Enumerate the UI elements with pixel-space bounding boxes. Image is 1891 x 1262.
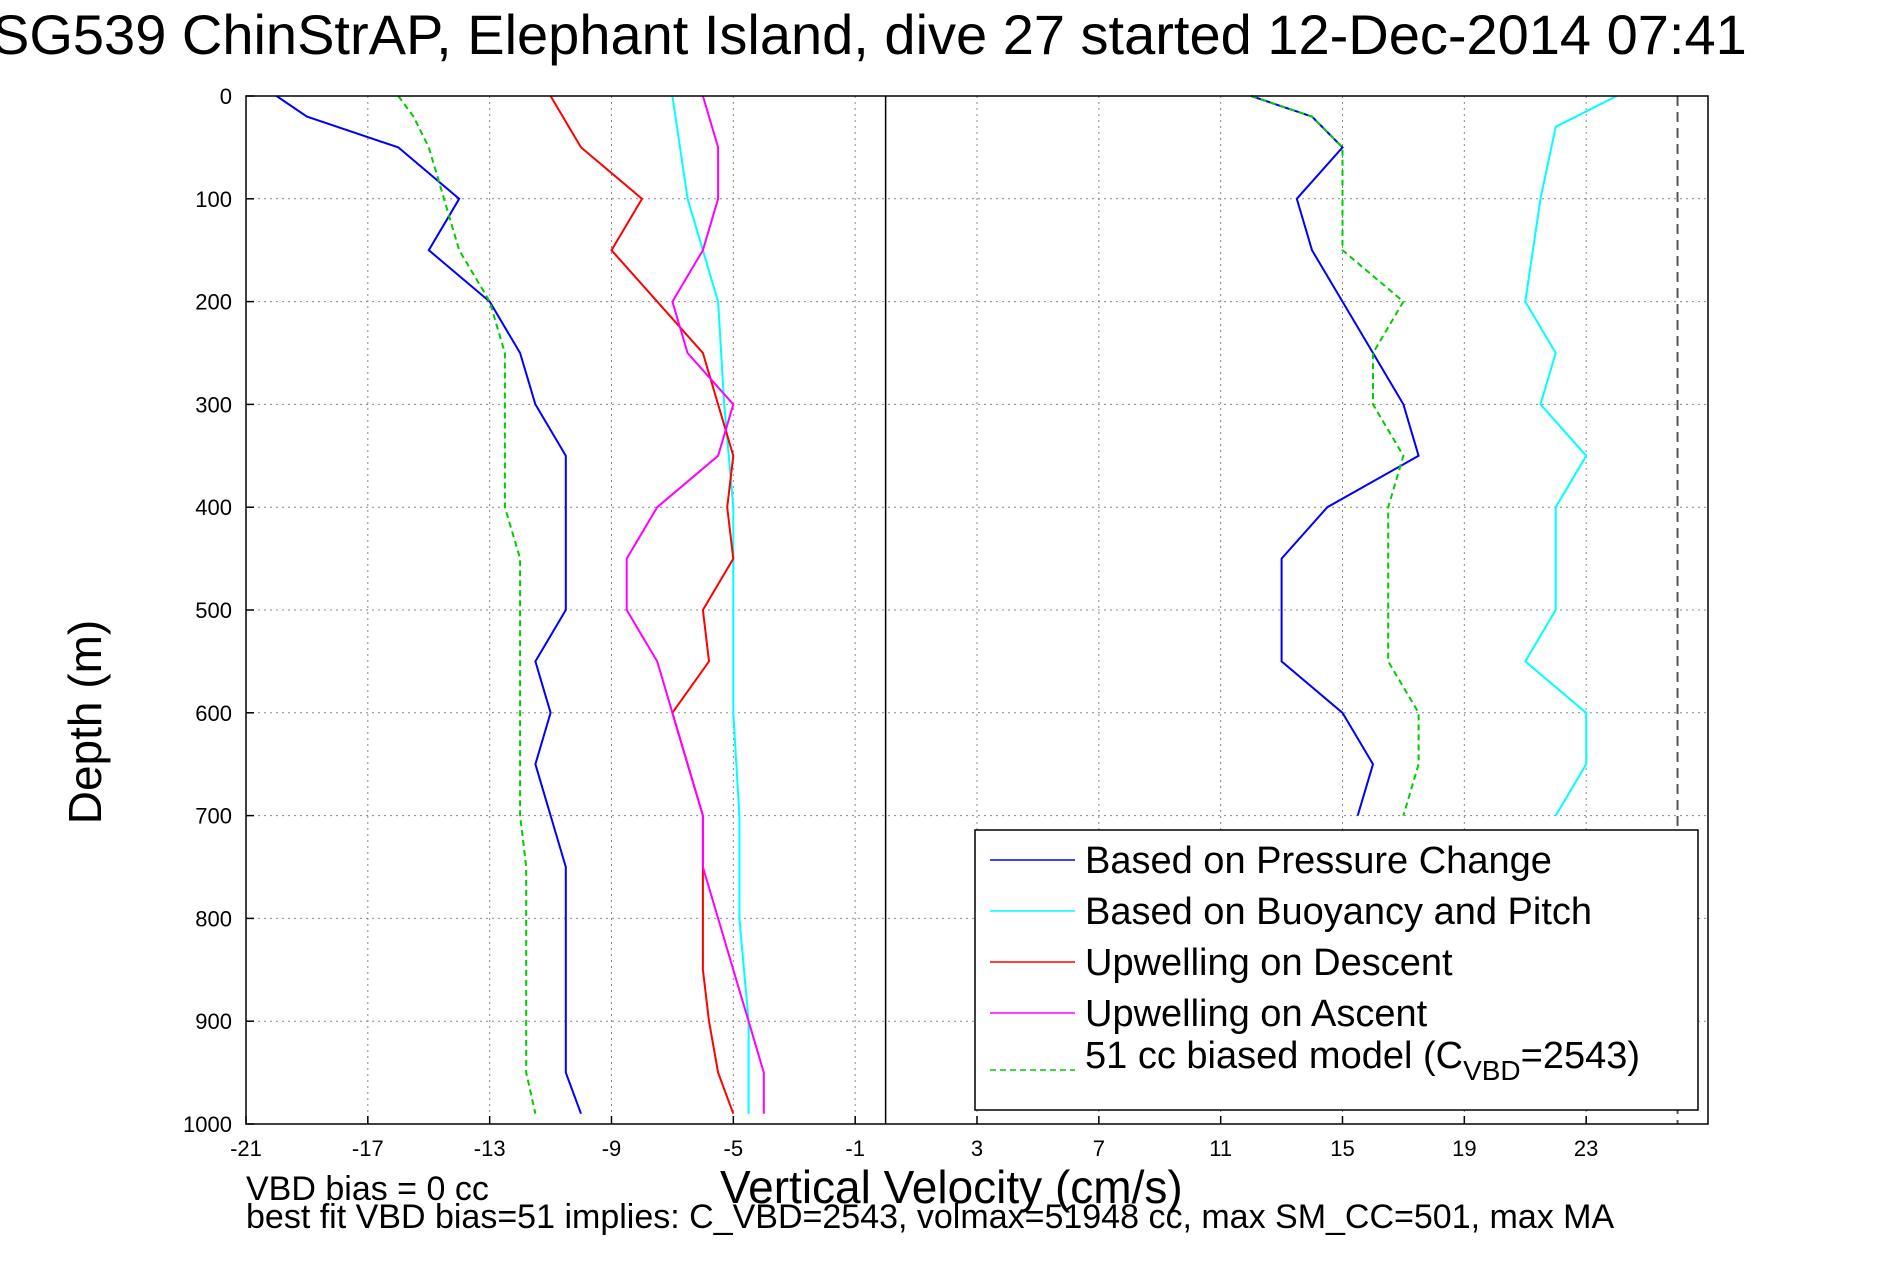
legend-label-buoyancy: Based on Buoyancy and Pitch bbox=[1085, 891, 1592, 933]
x-tick-label: 19 bbox=[1452, 1136, 1476, 1161]
series-line-5-segment-1 bbox=[397, 95, 537, 1114]
footer-line-2: best fit VBD bias=51 implies: C_VBD=2543… bbox=[246, 1198, 1615, 1236]
x-tick-label: 15 bbox=[1330, 1136, 1354, 1161]
x-tick-label: -21 bbox=[230, 1136, 262, 1161]
x-ticks: -21 -17 -13 -9 -5 -1 3 7 11 15 19 23 bbox=[230, 1116, 1598, 1161]
x-tick-label: -13 bbox=[474, 1136, 506, 1161]
y-axis-label: Depth (m) bbox=[59, 619, 111, 825]
y-tick-label: 400 bbox=[195, 495, 232, 520]
series-line-1-segment-2 bbox=[1250, 95, 1420, 816]
legend: Based on Pressure Change Based on Buoyan… bbox=[974, 829, 1699, 1111]
y-tick-label: 1000 bbox=[183, 1112, 232, 1137]
x-tick-label: 11 bbox=[1209, 1136, 1232, 1161]
x-axis-label: Vertical Velocity (cm/s) bbox=[720, 1161, 1183, 1213]
y-tick-label: 800 bbox=[195, 906, 232, 931]
y-tick-label: 0 bbox=[220, 84, 232, 109]
legend-label-model-sub: VBD bbox=[1463, 1055, 1521, 1086]
series-line-1-segment-1 bbox=[275, 95, 582, 1115]
y-tick-label: 200 bbox=[195, 290, 232, 315]
legend-label-descent: Upwelling on Descent bbox=[1085, 942, 1453, 984]
x-tick-label: -17 bbox=[352, 1136, 384, 1161]
legend-box bbox=[974, 829, 1699, 1111]
footer-line-1: VBD bias = 0 cc bbox=[246, 1170, 489, 1208]
x-tick-label: 23 bbox=[1574, 1136, 1598, 1161]
legend-label-model-suffix: =2543) bbox=[1521, 1035, 1640, 1077]
legend-label-pressure: Based on Pressure Change bbox=[1085, 840, 1552, 882]
x-tick-label: 3 bbox=[971, 1136, 983, 1161]
legend-label-model: 51 cc biased model (CVBD=2543) bbox=[1085, 1035, 1640, 1086]
y-ticks: 0 100 200 300 400 500 600 700 800 900 1000 bbox=[183, 84, 254, 1137]
x-tick-label: -9 bbox=[602, 1136, 622, 1161]
legend-label-ascent: Upwelling on Ascent bbox=[1085, 993, 1428, 1035]
y-tick-label: 300 bbox=[195, 392, 232, 417]
series-line-2-segment-2 bbox=[1524, 95, 1618, 817]
x-tick-label: -1 bbox=[845, 1136, 865, 1161]
y-tick-label: 700 bbox=[195, 804, 232, 829]
x-tick-label: -5 bbox=[724, 1136, 744, 1161]
legend-label-model-prefix: 51 cc biased model (C bbox=[1085, 1035, 1463, 1077]
series-line-5-segment-2 bbox=[1250, 95, 1420, 816]
y-tick-label: 500 bbox=[195, 598, 232, 623]
y-tick-label: 100 bbox=[195, 187, 232, 212]
series-group bbox=[275, 95, 1618, 1115]
y-tick-label: 900 bbox=[195, 1009, 232, 1034]
chart-title: SG539 ChinStrAP, Elephant Island, dive 2… bbox=[0, 3, 1747, 66]
y-tick-label: 600 bbox=[195, 701, 232, 726]
x-tick-label: 7 bbox=[1093, 1136, 1105, 1161]
